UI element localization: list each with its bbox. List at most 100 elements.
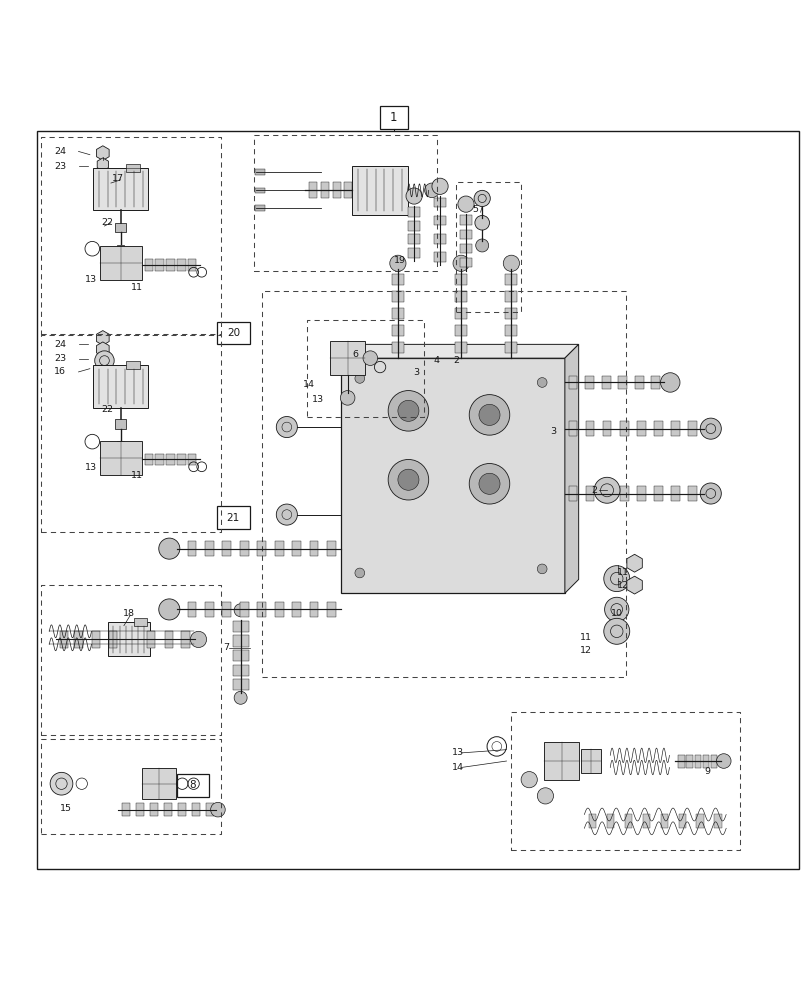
Bar — [232, 665, 248, 676]
Bar — [341, 358, 564, 593]
Text: 11: 11 — [616, 568, 629, 577]
Bar — [257, 602, 266, 617]
Bar — [292, 602, 301, 617]
Bar — [191, 803, 200, 816]
Bar — [205, 803, 213, 816]
Bar — [142, 768, 175, 799]
Bar — [454, 342, 466, 353]
Bar — [617, 376, 626, 389]
Bar — [392, 342, 404, 353]
Bar — [687, 421, 696, 436]
Bar — [543, 742, 579, 780]
Bar — [239, 602, 248, 617]
Polygon shape — [97, 146, 109, 160]
Text: 19: 19 — [393, 256, 405, 265]
Bar — [624, 814, 631, 828]
Text: 3: 3 — [550, 427, 556, 436]
Bar — [93, 365, 148, 408]
Circle shape — [659, 373, 679, 392]
Text: 3: 3 — [413, 368, 419, 377]
Circle shape — [457, 196, 474, 212]
Text: 9: 9 — [704, 767, 710, 776]
Circle shape — [397, 469, 418, 490]
Circle shape — [603, 618, 629, 644]
Bar — [460, 230, 471, 239]
Bar — [634, 376, 643, 389]
Bar — [460, 215, 471, 225]
Bar — [642, 814, 649, 828]
Circle shape — [388, 459, 428, 500]
Bar — [619, 421, 628, 436]
Text: 8: 8 — [189, 780, 196, 790]
Circle shape — [210, 802, 225, 817]
Bar — [122, 803, 131, 816]
Bar — [714, 814, 721, 828]
Circle shape — [406, 188, 422, 204]
Bar — [166, 259, 174, 271]
Circle shape — [715, 754, 730, 768]
Text: 17: 17 — [112, 174, 124, 183]
Text: 22: 22 — [101, 218, 114, 227]
Bar — [653, 486, 662, 501]
Bar — [685, 755, 692, 768]
Bar — [504, 325, 517, 336]
Circle shape — [234, 604, 247, 617]
Bar — [309, 541, 318, 556]
Text: 18: 18 — [122, 609, 135, 618]
Circle shape — [474, 190, 490, 207]
Bar — [155, 259, 164, 271]
Text: 22: 22 — [101, 405, 114, 414]
Bar — [177, 259, 186, 271]
Bar — [274, 602, 283, 617]
Bar — [222, 541, 231, 556]
Bar — [460, 258, 471, 267]
Bar — [292, 541, 301, 556]
Bar — [126, 361, 140, 369]
Bar — [118, 441, 124, 449]
Circle shape — [276, 504, 297, 525]
Circle shape — [537, 378, 547, 387]
Circle shape — [503, 255, 519, 271]
Bar — [232, 650, 248, 661]
Text: 13: 13 — [312, 395, 324, 404]
Text: 13: 13 — [85, 463, 97, 472]
Text: 24: 24 — [54, 147, 66, 156]
Bar — [585, 376, 594, 389]
Bar — [636, 486, 645, 501]
Bar — [257, 541, 266, 556]
Bar — [585, 421, 594, 436]
Bar — [93, 168, 148, 210]
Bar — [176, 774, 208, 797]
Circle shape — [453, 255, 469, 271]
Bar — [606, 814, 613, 828]
Text: 14: 14 — [303, 380, 315, 389]
Bar — [187, 454, 196, 465]
Bar — [181, 631, 189, 648]
Bar — [392, 291, 404, 302]
Polygon shape — [97, 158, 109, 171]
Bar — [343, 182, 351, 198]
Bar — [308, 182, 316, 198]
Bar — [650, 376, 659, 389]
Bar — [454, 274, 466, 285]
Bar — [178, 803, 186, 816]
Circle shape — [389, 255, 406, 271]
Circle shape — [363, 351, 377, 365]
Bar — [126, 164, 140, 172]
Bar — [232, 679, 248, 690]
Bar — [232, 635, 248, 647]
Circle shape — [478, 404, 500, 425]
Text: 12: 12 — [616, 581, 629, 590]
Bar — [155, 454, 164, 465]
Text: 11: 11 — [131, 471, 143, 480]
Bar — [204, 541, 213, 556]
Bar — [434, 234, 445, 244]
Bar — [352, 166, 407, 215]
Circle shape — [603, 566, 629, 592]
Bar — [136, 803, 144, 816]
Bar — [702, 755, 708, 768]
Bar — [696, 814, 703, 828]
Circle shape — [234, 691, 247, 704]
Bar — [504, 274, 517, 285]
Bar — [255, 205, 264, 211]
